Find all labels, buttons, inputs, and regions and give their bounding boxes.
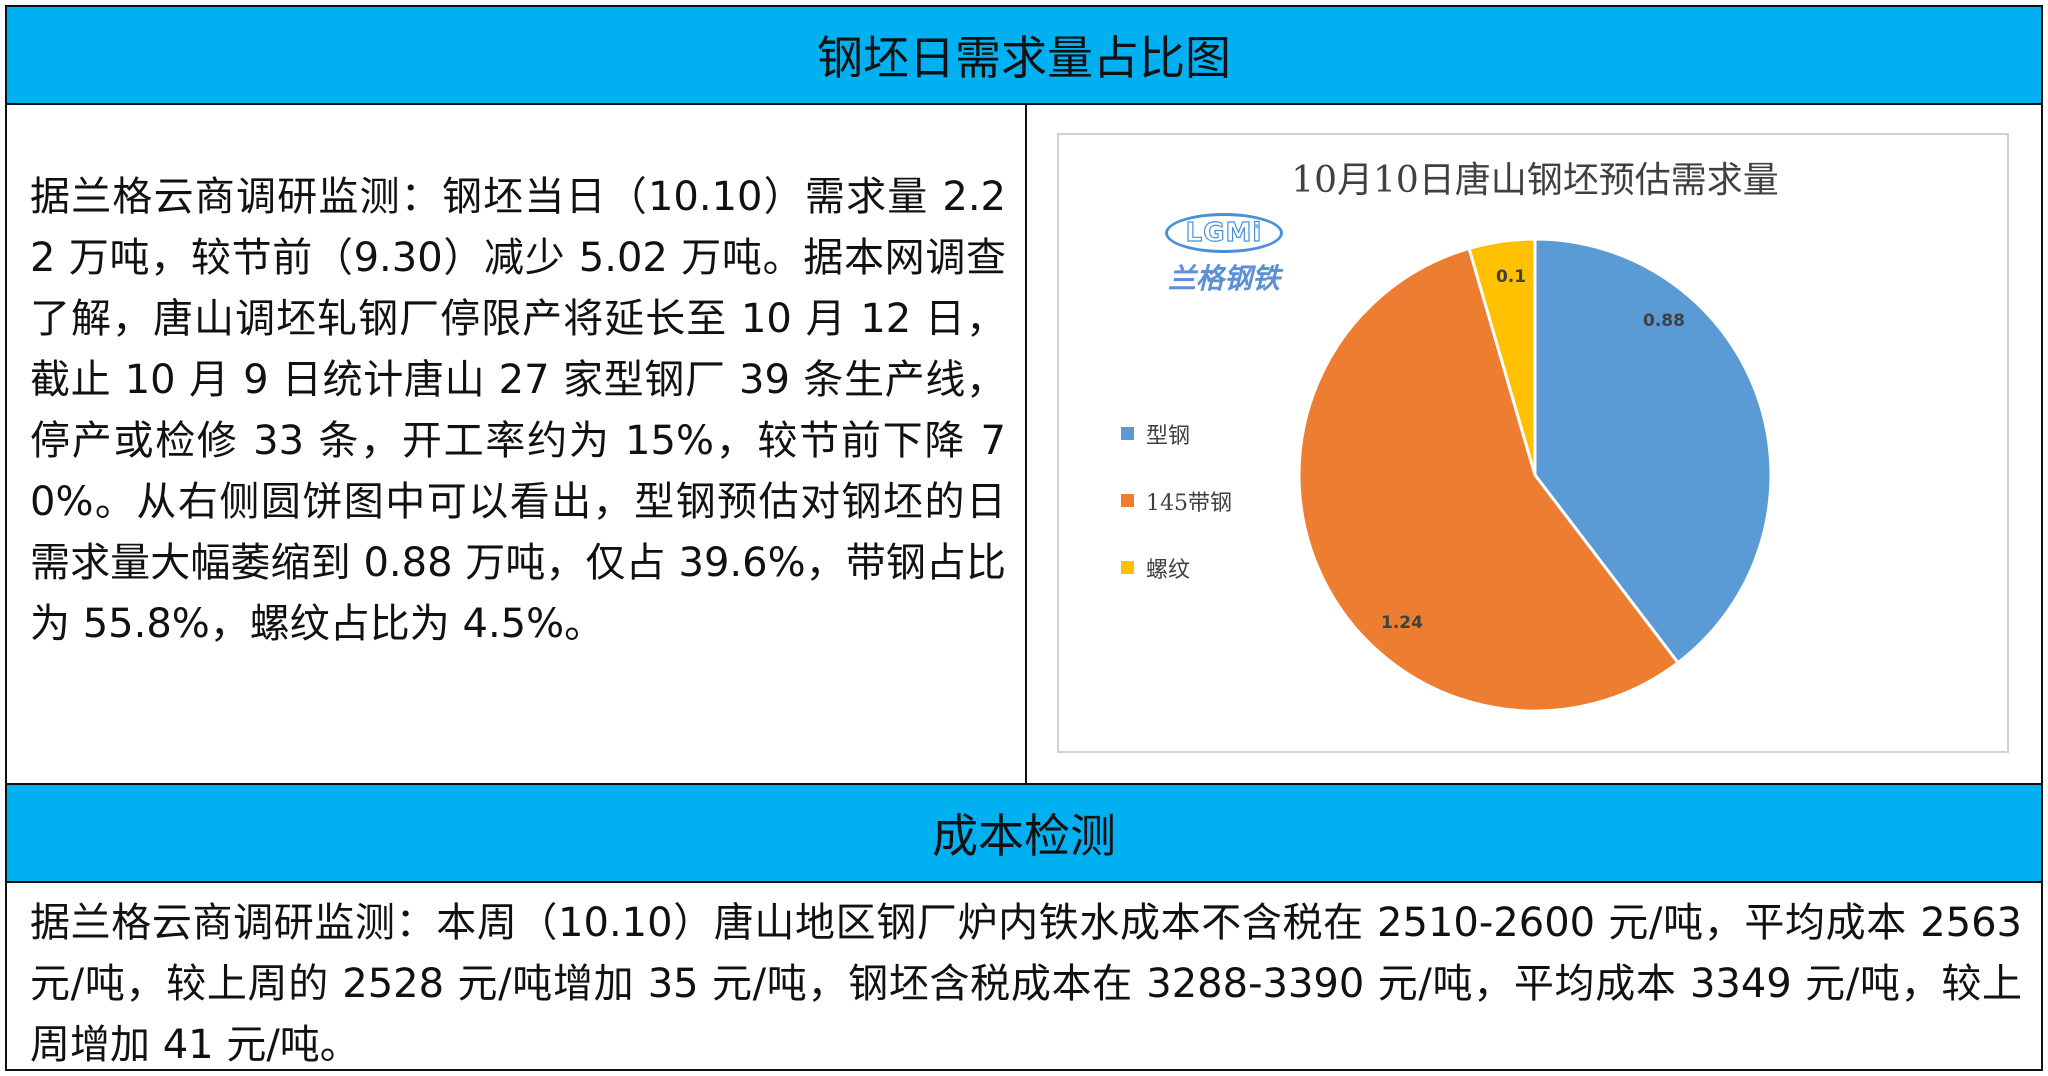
legend-item-rebar: 螺纹 bbox=[1121, 534, 1232, 601]
analysis-text-cell: 据兰格云商调研监测：钢坯当日（10.10）需求量 2.22 万吨，较节前（9.3… bbox=[5, 103, 1027, 785]
logo-text: 兰格钢铁 bbox=[1167, 262, 1280, 295]
lgmi-logo: LGMi 兰格钢铁 bbox=[1159, 213, 1289, 298]
legend-label: 螺纹 bbox=[1146, 557, 1191, 583]
chart-legend: 型钢 145带钢 螺纹 bbox=[1121, 400, 1232, 601]
pie-slice-rebar bbox=[1467, 237, 1537, 476]
pie-chart: 10月10日唐山钢坯预估需求量 LGMi 兰格钢铁 型钢 145带钢 螺纹 0.… bbox=[1057, 133, 2009, 753]
section-title-demand: 钢坯日需求量占比图 bbox=[817, 31, 1231, 85]
pie-slice-section-steel bbox=[1533, 237, 1773, 665]
data-label: 0.1 bbox=[1496, 267, 1526, 287]
data-label: 1.24 bbox=[1381, 613, 1423, 633]
section-title-cost: 成本检测 bbox=[932, 809, 1116, 863]
cost-paragraph: 据兰格云商调研监测：本周（10.10）唐山地区钢厂炉内铁水成本不含税在 2510… bbox=[30, 900, 2022, 1068]
legend-swatch bbox=[1121, 561, 1134, 574]
section-header-demand: 钢坯日需求量占比图 bbox=[5, 5, 2043, 105]
data-label: 0.88 bbox=[1643, 311, 1685, 331]
legend-label: 型钢 bbox=[1146, 423, 1191, 449]
pie-slice-strip-steel bbox=[1297, 246, 1681, 713]
legend-item-strip-steel: 145带钢 bbox=[1121, 467, 1232, 534]
logo-badge: LGMi bbox=[1165, 213, 1283, 253]
chart-title: 10月10日唐山钢坯预估需求量 bbox=[1291, 160, 1779, 201]
analysis-paragraph: 据兰格云商调研监测：钢坯当日（10.10）需求量 2.22 万吨，较节前（9.3… bbox=[30, 174, 1006, 647]
legend-swatch bbox=[1121, 494, 1134, 507]
section-header-cost: 成本检测 bbox=[5, 783, 2043, 883]
cost-text-cell: 据兰格云商调研监测：本周（10.10）唐山地区钢厂炉内铁水成本不含税在 2510… bbox=[5, 881, 2043, 1071]
pie-plot-area: 0.88 1.24 0.1 bbox=[1297, 237, 1773, 713]
legend-item-section-steel: 型钢 bbox=[1121, 400, 1232, 467]
legend-swatch bbox=[1121, 427, 1134, 440]
legend-label: 145带钢 bbox=[1146, 490, 1232, 516]
